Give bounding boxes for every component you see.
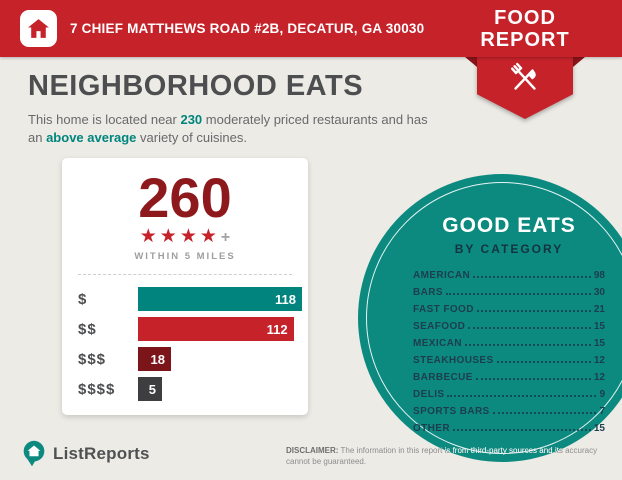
category-row: OTHER 15 (413, 417, 605, 434)
category-label: STEAKHOUSES (413, 355, 494, 366)
dotted-leader (468, 327, 591, 329)
dotted-leader (453, 429, 591, 431)
price-tier-label: $ (78, 290, 88, 308)
intro-text: This home is located near 230 moderately… (28, 111, 442, 146)
disclaimer-label: DISCLAIMER: (286, 446, 339, 455)
plus-sign: + (220, 229, 231, 246)
total-restaurants: 260 (138, 166, 232, 229)
price-bar-row: $$ 112 (78, 317, 302, 341)
category-label: DELIS (413, 389, 445, 400)
category-row: BARS 30 (413, 281, 605, 298)
price-bar-value: 118 (275, 291, 296, 307)
variety-highlight: above average (46, 129, 137, 145)
good-eats-circle: GOOD EATS BY CATEGORY AMERICAN 98 BARS 30 FA… (358, 174, 622, 462)
report-ribbon-shape (477, 57, 573, 119)
dotted-leader (473, 276, 591, 278)
category-value: 21 (593, 304, 605, 315)
ribbon-fold-right (573, 57, 585, 67)
category-label: MEXICAN (413, 338, 462, 349)
category-value: 15 (593, 321, 605, 332)
category-label: SEAFOOD (413, 321, 466, 332)
disclaimer-text: The information in this report is from t… (286, 446, 598, 466)
disclaimer: DISCLAIMER: The information in this repo… (286, 446, 610, 467)
price-bar-row: $118 (78, 287, 302, 311)
category-row: AMERICAN 98 (413, 264, 605, 281)
price-bar-row: $$$ 18 (78, 347, 302, 371)
price-tier-label: $$$$ (78, 380, 116, 398)
category-value: 15 (593, 338, 605, 349)
report-badge-line1: FOOD (494, 7, 556, 29)
star-rating: ★★★★+ (62, 226, 308, 248)
listreports-pin-icon (23, 440, 45, 467)
category-row: DELIS 9 (413, 383, 605, 400)
report-badge-title: FOOD REPORT (465, 7, 585, 51)
category-label: AMERICAN (413, 270, 471, 281)
category-value: 12 (593, 355, 605, 366)
house-glyph (28, 19, 49, 38)
intro-part-3: variety of cuisines. (136, 129, 247, 145)
house-icon (20, 10, 57, 47)
category-label: BARBECUE (413, 372, 473, 383)
dotted-leader (492, 412, 597, 414)
dotted-leader (464, 344, 591, 346)
category-row: BARBECUE 12 (413, 366, 605, 383)
crossed-utensils-icon (510, 62, 536, 90)
category-row: SEAFOOD 15 (413, 315, 605, 332)
category-row: STEAKHOUSES 12 (413, 349, 605, 366)
category-label: BARS (413, 287, 443, 298)
dotted-leader (475, 378, 591, 380)
brand-name: ListReports (53, 443, 150, 463)
category-row: MEXICAN 15 (413, 332, 605, 349)
category-value: 98 (593, 270, 605, 281)
report-ribbon (477, 57, 573, 119)
category-row: FAST FOOD 21 (413, 298, 605, 315)
page-title: NEIGHBORHOOD EATS (28, 70, 364, 102)
category-row: SPORTS BARS 7 (413, 400, 605, 417)
listreports-logo: ListReports (22, 440, 150, 467)
category-value: 9 (599, 389, 605, 400)
header-bar: 7 CHIEF MATTHEWS ROAD #2B, DECATUR, GA 3… (0, 0, 622, 57)
intro-part-1: This home is located near (28, 112, 181, 127)
report-badge-line2: REPORT (480, 29, 570, 51)
radius-label: WITHIN 5 MILES (134, 251, 236, 262)
property-address: 7 CHIEF MATTHEWS ROAD #2B, DECATUR, GA 3… (70, 21, 425, 36)
restaurant-stats-card: 260 ★★★★+ WITHIN 5 MILES $118 $$ 112 $$$ 18 $… (62, 158, 308, 415)
price-bar-row: $$$$ 5 (78, 377, 302, 401)
category-label: OTHER (413, 423, 450, 434)
price-bar-value: 5 (148, 381, 156, 397)
category-value: 12 (593, 372, 605, 383)
price-bar: 5 (138, 377, 162, 401)
price-bar-value: 112 (266, 321, 288, 337)
price-bar: 18 (138, 347, 171, 371)
category-label: SPORTS BARS (413, 406, 490, 417)
dotted-leader (445, 293, 591, 295)
category-label: FAST FOOD (413, 304, 474, 315)
dotted-leader (476, 310, 591, 312)
dashed-divider (78, 274, 292, 275)
price-bar: 118 (138, 287, 302, 311)
restaurant-count: 230 (180, 112, 203, 127)
good-eats-subtitle: BY CATEGORY (454, 242, 564, 256)
price-bar-chart: $118 $$ 112 $$$ 18 $$$$ 5 (62, 287, 308, 401)
price-bar: 112 (138, 317, 294, 341)
price-bar-value: 18 (150, 351, 165, 367)
category-value: 7 (599, 406, 605, 417)
ribbon-fold-left (465, 57, 477, 67)
category-value: 30 (593, 287, 605, 298)
dotted-leader (496, 361, 591, 363)
good-eats-title: GOOD EATS (442, 214, 576, 237)
intro-part-2: moderately priced restaurants and has an (28, 112, 428, 145)
price-tier-label: $$$ (78, 350, 107, 368)
price-tier-label: $$ (78, 320, 97, 338)
dotted-leader (447, 395, 597, 397)
category-list: AMERICAN 98 BARS 30 FAST FOOD 21 SEAFOOD 15 MEXI… (413, 264, 605, 434)
stars-icon: ★★★★ (139, 226, 220, 247)
category-value: 15 (593, 423, 605, 434)
